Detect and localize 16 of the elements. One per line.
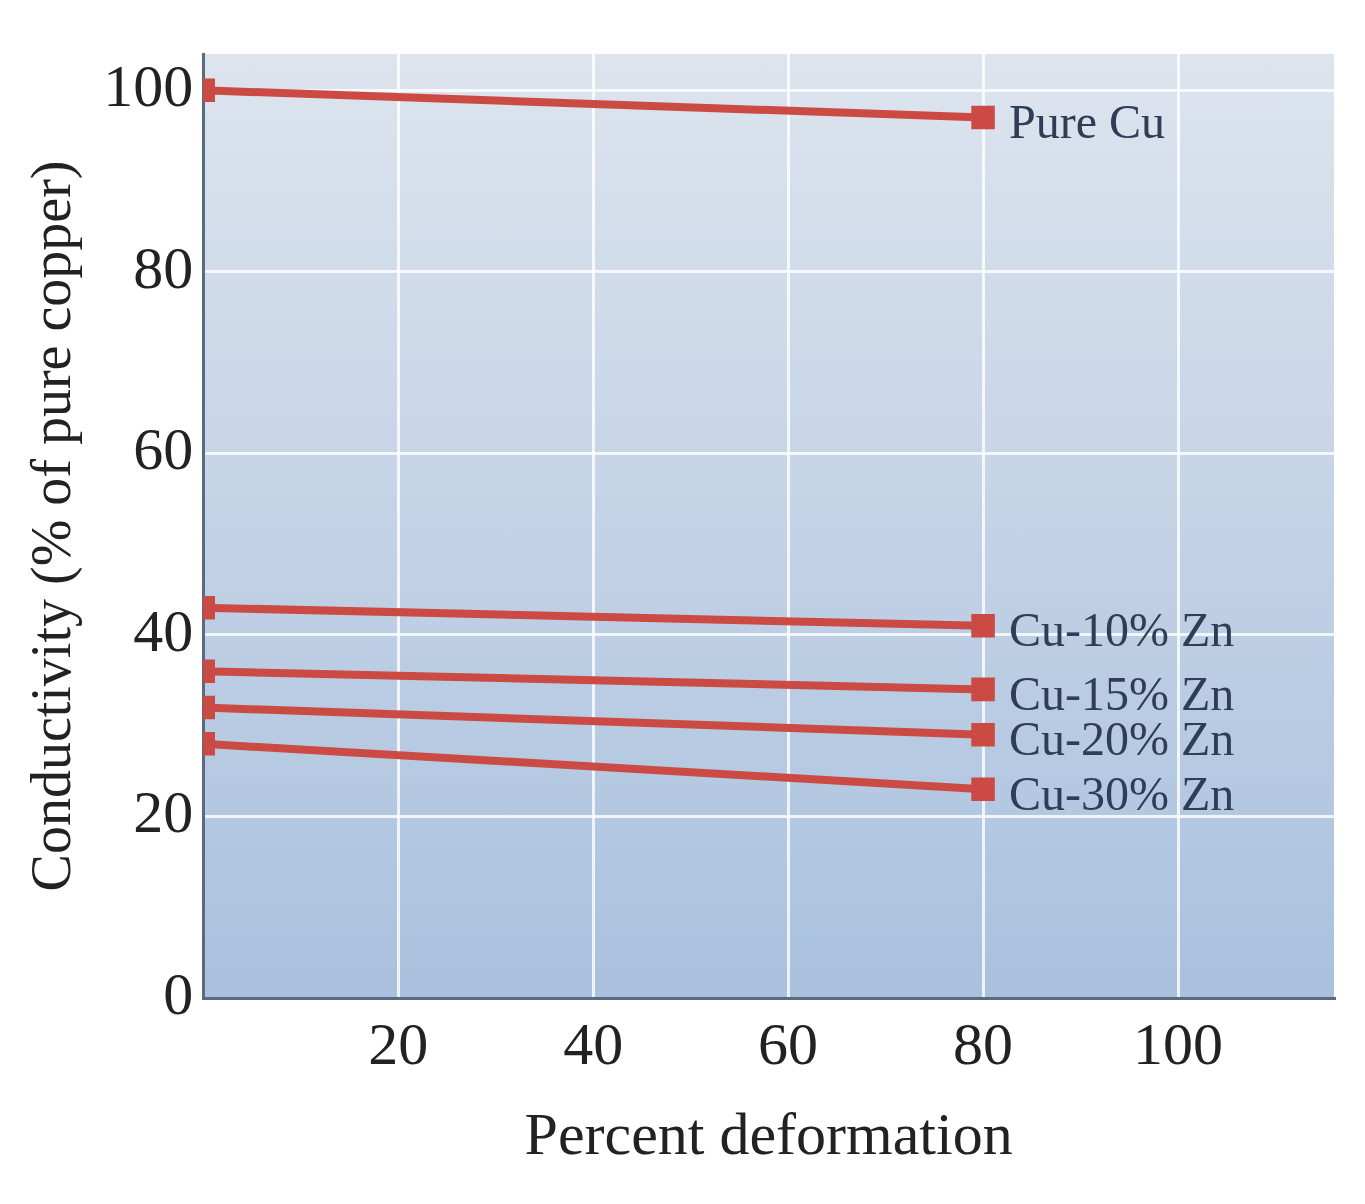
x-tick-label: 40: [563, 1010, 624, 1077]
y-tick-label: 0: [163, 960, 194, 1027]
y-tick-label: 60: [133, 416, 194, 483]
x-tick-label: 80: [953, 1010, 1014, 1077]
series-label: Cu-30% Zn: [1009, 766, 1235, 820]
series-label: Cu-10% Zn: [1009, 603, 1235, 657]
y-axis-title: Conductivity (% of pure copper): [20, 160, 84, 892]
y-tick-label: 40: [133, 597, 194, 664]
y-tick-label: 20: [133, 779, 194, 846]
y-tick-label: 80: [133, 234, 194, 301]
y-tick-label: 100: [103, 53, 194, 120]
x-tick-label: 60: [758, 1010, 819, 1077]
series-label: Pure Cu: [1009, 95, 1166, 149]
x-axis-title: Percent deformation: [524, 1100, 1013, 1167]
x-tick-label: 20: [368, 1010, 429, 1077]
x-tick-label: 100: [1133, 1010, 1224, 1077]
